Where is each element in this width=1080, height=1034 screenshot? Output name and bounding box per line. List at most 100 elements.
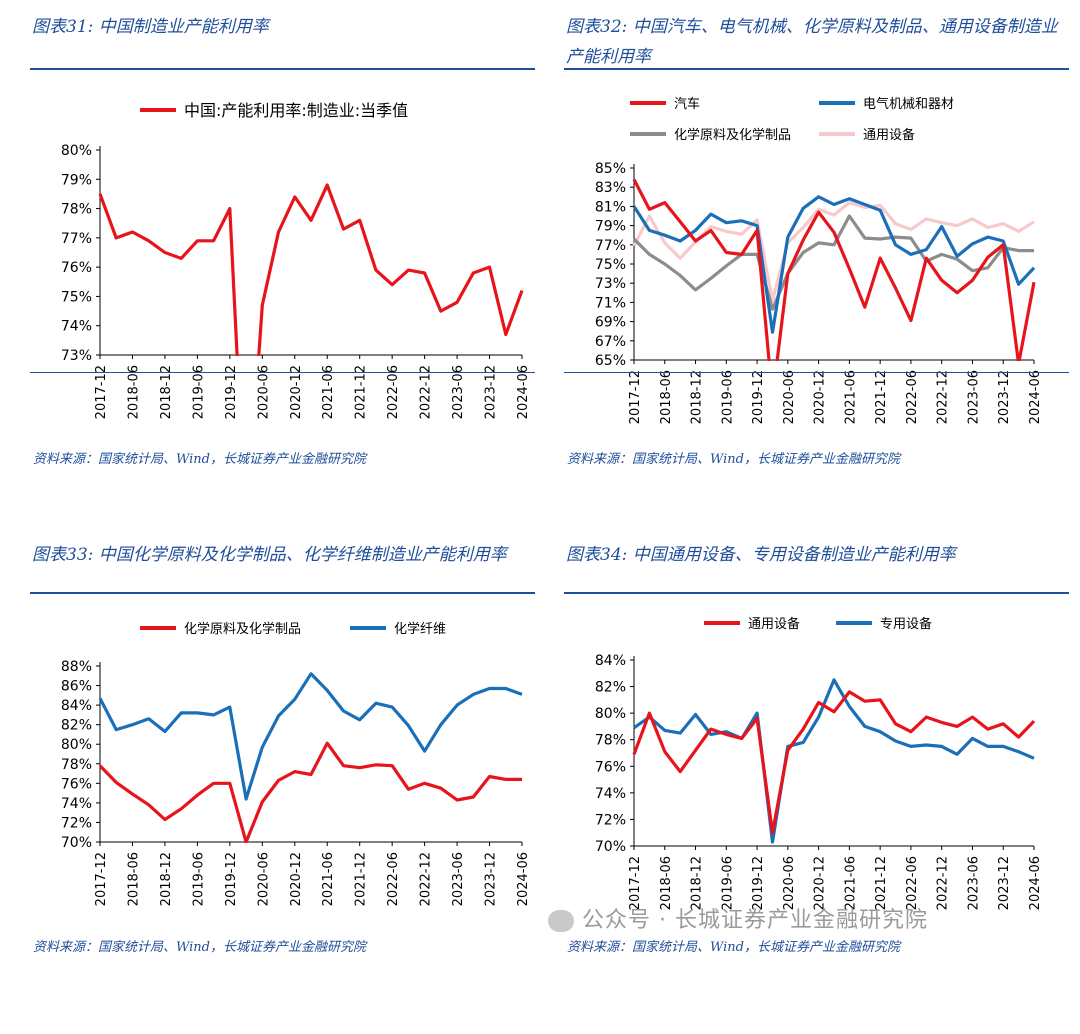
x-tick-label: 2024-06: [1028, 370, 1043, 424]
chart-title: 图表31: 中国制造业产能利用率: [32, 17, 269, 37]
x-tick-label: 2023-06: [451, 852, 466, 906]
legend-label: 通用设备: [863, 127, 915, 143]
series-line: [98, 672, 523, 801]
source-note: 资料来源：国家统计局、Wind，长城证券产业金融研究院: [33, 452, 366, 467]
y-tick-label: 82%: [595, 680, 626, 696]
x-tick-label: 2017-12: [628, 370, 643, 424]
y-tick-label: 81%: [595, 199, 626, 215]
x-tick-label: 2018-06: [126, 365, 141, 419]
x-tick-label: 2024-06: [516, 852, 531, 906]
x-tick-label: 2018-12: [690, 370, 705, 424]
legend-label: 化学纤维: [394, 621, 446, 637]
x-tick-label: 2020-06: [256, 852, 271, 906]
x-tick-label: 2017-12: [94, 852, 109, 906]
x-tick-label: 2023-12: [484, 365, 499, 419]
watermark-text: 公众号 · 长城证券产业金融研究院: [582, 908, 928, 933]
x-tick-label: 2018-12: [690, 856, 705, 910]
series-line: [98, 183, 524, 356]
y-tick-label: 76%: [61, 776, 92, 792]
x-tick-label: 2019-06: [191, 852, 206, 906]
legend-label: 中国:产能利用率:制造业:当季值: [184, 101, 408, 120]
y-tick-label: 74%: [61, 319, 92, 335]
chart-canvas: 73% 74% 75% 76% 77% 78% 79% 80% 2017-12 2018-06 20…: [61, 101, 531, 419]
y-tick-label: 72%: [61, 815, 92, 831]
series-line: [632, 178, 1036, 361]
y-tick-label: 88%: [61, 659, 92, 675]
x-tick-label: 2020-06: [782, 370, 797, 424]
x-tick-label: 2019-12: [751, 856, 766, 910]
chart-canvas: 70% 72% 74% 76% 78% 80% 82% 84% 86% 88% 2017-12 201…: [61, 621, 531, 906]
y-tick-label: 83%: [595, 180, 626, 196]
chart-canvas: 70% 72% 74% 76% 78% 80% 82% 84% 2017-12 2018-06 20…: [595, 616, 1043, 910]
chart-panel-3: 图表33: 中国化学原料及化学制品、化学纤维制造业产能利用率 70% 72% 74%…: [0, 528, 540, 1008]
x-tick-label: 2021-06: [321, 365, 336, 419]
source-note: 资料来源：国家统计局、Wind，长城证券产业金融研究院: [33, 940, 366, 955]
y-tick-label: 69%: [595, 315, 626, 331]
legend-label: 化学原料及化学制品: [184, 621, 301, 637]
plot-area: [632, 178, 1036, 361]
x-tick-label: 2019-06: [191, 365, 206, 419]
x-tick-label: 2018-06: [659, 856, 674, 910]
y-tick-label: 65%: [595, 353, 626, 369]
x-tick-label: 2019-06: [720, 856, 735, 910]
legend-label: 通用设备: [748, 616, 800, 632]
y-tick-label: 73%: [61, 348, 92, 364]
y-tick-label: 78%: [595, 733, 626, 749]
chart-title: 图表34: 中国通用设备、专用设备制造业产能利用率: [566, 545, 956, 565]
series-line: [632, 690, 1036, 835]
source-note: 资料来源：国家统计局、Wind，长城证券产业金融研究院: [567, 940, 900, 955]
x-tick-label: 2021-12: [874, 370, 889, 424]
x-tick-label: 2018-06: [659, 370, 674, 424]
legend-label: 汽车: [674, 96, 700, 112]
series-line: [632, 195, 1036, 334]
legend-label: 电气机械和器材: [863, 96, 954, 112]
chart-canvas: 65% 67% 69% 71% 73% 75% 77% 79% 81% 83% 85% 2017-12…: [595, 96, 1043, 424]
title-rule: [564, 68, 1069, 70]
x-tick-label: 2022-12: [419, 365, 434, 419]
y-tick-label: 72%: [595, 812, 626, 828]
y-tick-label: 86%: [61, 679, 92, 695]
y-tick-label: 80%: [61, 737, 92, 753]
y-tick-label: 80%: [61, 143, 92, 159]
x-tick-label: 2024-06: [1028, 856, 1043, 910]
title-rule: [30, 592, 535, 594]
y-tick-label: 79%: [595, 219, 626, 235]
chart-panel-2: 图表32: 中国汽车、电气机械、化学原料及制品、通用设备制造业产能利用率 65%…: [534, 0, 1074, 480]
legend-label: 专用设备: [880, 616, 932, 632]
x-tick-label: 2022-06: [386, 852, 401, 906]
x-tick-label: 2023-06: [451, 365, 466, 419]
source-rule: [30, 372, 535, 373]
plot-area: [98, 672, 523, 843]
y-tick-label: 73%: [595, 276, 626, 292]
x-tick-label: 2017-12: [628, 856, 643, 910]
source-note: 资料来源：国家统计局、Wind，长城证券产业金融研究院: [567, 452, 900, 467]
y-tick-label: 76%: [595, 759, 626, 775]
x-tick-label: 2021-12: [874, 856, 889, 910]
y-tick-label: 74%: [595, 786, 626, 802]
y-tick-label: 85%: [595, 161, 626, 177]
y-tick-label: 78%: [61, 202, 92, 218]
y-tick-label: 75%: [61, 289, 92, 305]
x-tick-label: 2019-12: [751, 370, 766, 424]
x-tick-label: 2022-06: [905, 856, 920, 910]
y-tick-label: 67%: [595, 334, 626, 350]
x-tick-label: 2021-06: [843, 856, 858, 910]
chart-title: 图表33: 中国化学原料及化学制品、化学纤维制造业产能利用率: [32, 545, 507, 565]
x-tick-label: 2022-06: [386, 365, 401, 419]
x-tick-label: 2018-12: [159, 852, 174, 906]
x-tick-label: 2020-06: [782, 856, 797, 910]
y-tick-label: 79%: [61, 172, 92, 188]
x-tick-label: 2023-12: [484, 852, 499, 906]
plot-area: [632, 678, 1036, 844]
y-tick-label: 80%: [595, 706, 626, 722]
x-tick-label: 2018-12: [159, 365, 174, 419]
y-tick-label: 70%: [595, 839, 626, 855]
y-tick-label: 76%: [61, 260, 92, 276]
y-tick-label: 75%: [595, 257, 626, 273]
legend-label: 化学原料及化学制品: [674, 127, 791, 143]
x-tick-label: 2019-12: [224, 852, 239, 906]
x-tick-label: 2019-06: [720, 370, 735, 424]
chart-panel-4: 图表34: 中国通用设备、专用设备制造业产能利用率 70% 72% 74% 76% 78…: [534, 528, 1074, 1008]
chart-panel-1: 图表31: 中国制造业产能利用率 73% 74% 75% 76% 77% 78% 79% 80…: [0, 0, 540, 480]
x-tick-label: 2020-06: [256, 365, 271, 419]
